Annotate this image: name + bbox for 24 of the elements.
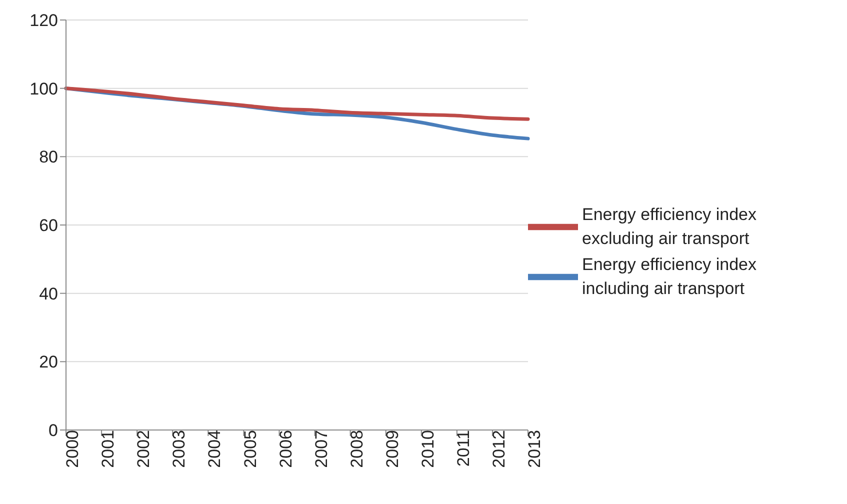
x-tick-label: 2005 (240, 430, 260, 468)
y-tick-label: 0 (48, 421, 58, 440)
x-tick-label: 2006 (276, 430, 296, 468)
y-tick-label: 40 (39, 284, 58, 304)
x-tick-label: 2011 (454, 430, 473, 467)
y-tick-label: 20 (39, 352, 58, 372)
x-tick-label: 2009 (382, 430, 402, 468)
y-tick-label: 100 (30, 79, 58, 98)
x-tick-label: 2012 (490, 430, 509, 468)
x-tick-label: 2004 (205, 430, 224, 468)
y-tick-label: 120 (30, 11, 58, 30)
legend-label: Energy efficiency index excluding air transport (582, 204, 758, 250)
x-tick-label: 2002 (134, 430, 154, 468)
x-tick-label: 2003 (170, 430, 189, 468)
x-tick-label: 2013 (525, 430, 544, 468)
y-tick-label: 60 (39, 216, 58, 236)
x-tick-label: 2010 (418, 430, 438, 468)
line-series (64, 86, 530, 121)
x-tick-label: 2008 (347, 430, 366, 468)
x-tick-label: 2001 (98, 430, 118, 468)
x-tick-label: 2007 (312, 430, 331, 468)
legend-label: Energy efficiency index including air transport (582, 254, 758, 300)
x-tick-label: 2000 (63, 430, 82, 468)
y-tick-label: 80 (39, 148, 58, 167)
